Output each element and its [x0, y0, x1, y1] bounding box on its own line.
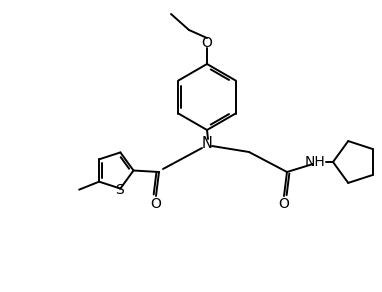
Text: O: O	[151, 197, 162, 211]
Text: O: O	[278, 197, 290, 211]
Text: S: S	[115, 182, 124, 197]
Text: N: N	[202, 136, 212, 152]
Text: NH: NH	[304, 155, 325, 169]
Text: O: O	[202, 36, 212, 50]
